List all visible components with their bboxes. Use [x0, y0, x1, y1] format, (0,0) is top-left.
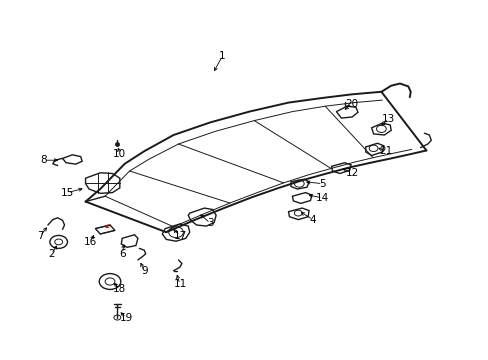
Text: 17: 17	[173, 231, 186, 241]
Text: 18: 18	[113, 284, 126, 294]
Text: 15: 15	[61, 188, 74, 198]
Text: 6: 6	[119, 249, 125, 259]
Text: 3: 3	[206, 218, 213, 228]
Text: 21: 21	[379, 146, 392, 156]
Text: 4: 4	[309, 215, 316, 225]
Text: 7: 7	[37, 231, 43, 241]
Text: 14: 14	[315, 193, 329, 203]
Text: 2: 2	[48, 249, 55, 259]
Text: 12: 12	[345, 168, 358, 178]
Text: 19: 19	[119, 312, 133, 323]
Text: 10: 10	[113, 149, 126, 159]
Text: 13: 13	[381, 114, 395, 124]
Text: 20: 20	[345, 99, 358, 109]
Text: 11: 11	[173, 279, 186, 289]
Text: 16: 16	[83, 237, 97, 247]
Text: 5: 5	[319, 179, 325, 189]
Text: 1: 1	[219, 51, 225, 61]
Text: 9: 9	[141, 266, 147, 276]
Text: 8: 8	[41, 155, 47, 165]
